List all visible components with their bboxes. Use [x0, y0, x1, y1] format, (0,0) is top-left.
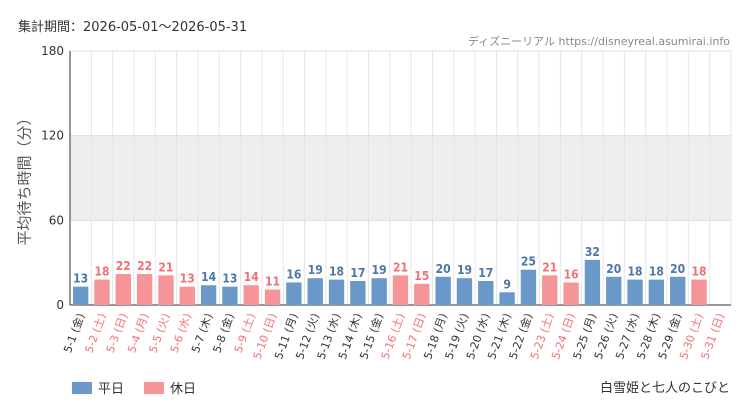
data-label: 14 — [201, 270, 217, 284]
bar — [627, 279, 643, 305]
y-tick-label: 0 — [56, 298, 64, 312]
bar — [136, 273, 153, 305]
data-label: 20 — [606, 262, 621, 276]
bar — [179, 286, 195, 305]
source-credit: ディズニーリアル https://disneyreal.asumirai.inf… — [467, 35, 730, 48]
bar — [670, 276, 686, 305]
data-label: 22 — [137, 259, 152, 273]
bar — [414, 283, 430, 305]
legend-swatch-weekday — [72, 381, 92, 394]
data-label: 15 — [414, 269, 429, 283]
legend-label-holiday: 休日 — [170, 382, 197, 397]
attraction-name: 白雪姫と七人のこびと — [599, 381, 730, 396]
data-label: 19 — [372, 263, 387, 277]
bar — [243, 285, 259, 305]
data-label: 9 — [503, 277, 511, 291]
y-tick-label: 120 — [41, 129, 64, 143]
collection-period: 集計期間：2026-05-01～2026-05-31 — [18, 20, 248, 35]
data-label: 20 — [436, 262, 451, 276]
bar — [648, 279, 665, 305]
bar — [307, 278, 323, 305]
data-label: 21 — [158, 260, 173, 274]
data-label: 13 — [73, 272, 88, 286]
bar — [264, 289, 281, 305]
legend: 平日 休日 — [72, 378, 196, 397]
legend-item-holiday[interactable]: 休日 — [144, 378, 196, 397]
bar — [542, 275, 558, 305]
bar — [72, 286, 89, 305]
data-label: 18 — [94, 265, 109, 279]
data-label: 21 — [393, 260, 408, 274]
bar — [371, 278, 387, 305]
bar — [520, 269, 537, 305]
bar — [584, 259, 601, 305]
bar — [200, 285, 217, 305]
data-label: 18 — [628, 265, 643, 279]
data-label: 32 — [585, 245, 600, 259]
legend-label-weekday: 平日 — [98, 382, 125, 397]
data-label: 22 — [116, 259, 131, 273]
shaded-band — [70, 135, 731, 221]
bar — [392, 275, 409, 305]
data-label: 25 — [521, 255, 536, 269]
data-label: 16 — [564, 267, 579, 281]
bar — [286, 282, 302, 305]
bar — [456, 278, 473, 305]
bar — [563, 282, 579, 305]
legend-swatch-holiday — [144, 381, 165, 394]
data-label: 18 — [329, 265, 344, 279]
data-label: 14 — [244, 270, 260, 284]
legend-item-weekday[interactable]: 平日 — [72, 378, 124, 397]
data-label: 21 — [542, 260, 557, 274]
data-label: 17 — [350, 266, 365, 280]
data-label: 19 — [457, 263, 472, 277]
bar — [94, 279, 110, 305]
data-label: 20 — [670, 262, 685, 276]
bar — [606, 276, 622, 305]
data-label: 17 — [478, 266, 493, 280]
bar — [115, 273, 131, 305]
bar — [350, 281, 366, 305]
bar — [691, 279, 707, 305]
bar — [328, 279, 345, 305]
data-label: 13 — [222, 272, 237, 286]
bar — [158, 275, 174, 305]
bar — [478, 281, 494, 305]
data-label: 13 — [180, 272, 195, 286]
data-label: 18 — [649, 265, 664, 279]
data-label: 19 — [308, 263, 323, 277]
bar — [222, 286, 238, 305]
y-tick-label: 180 — [41, 44, 64, 58]
data-label: 18 — [692, 265, 707, 279]
data-label: 16 — [286, 267, 301, 281]
bar — [435, 276, 451, 305]
y-tick-label: 60 — [49, 213, 64, 227]
bar — [499, 292, 515, 305]
data-label: 11 — [265, 274, 280, 288]
